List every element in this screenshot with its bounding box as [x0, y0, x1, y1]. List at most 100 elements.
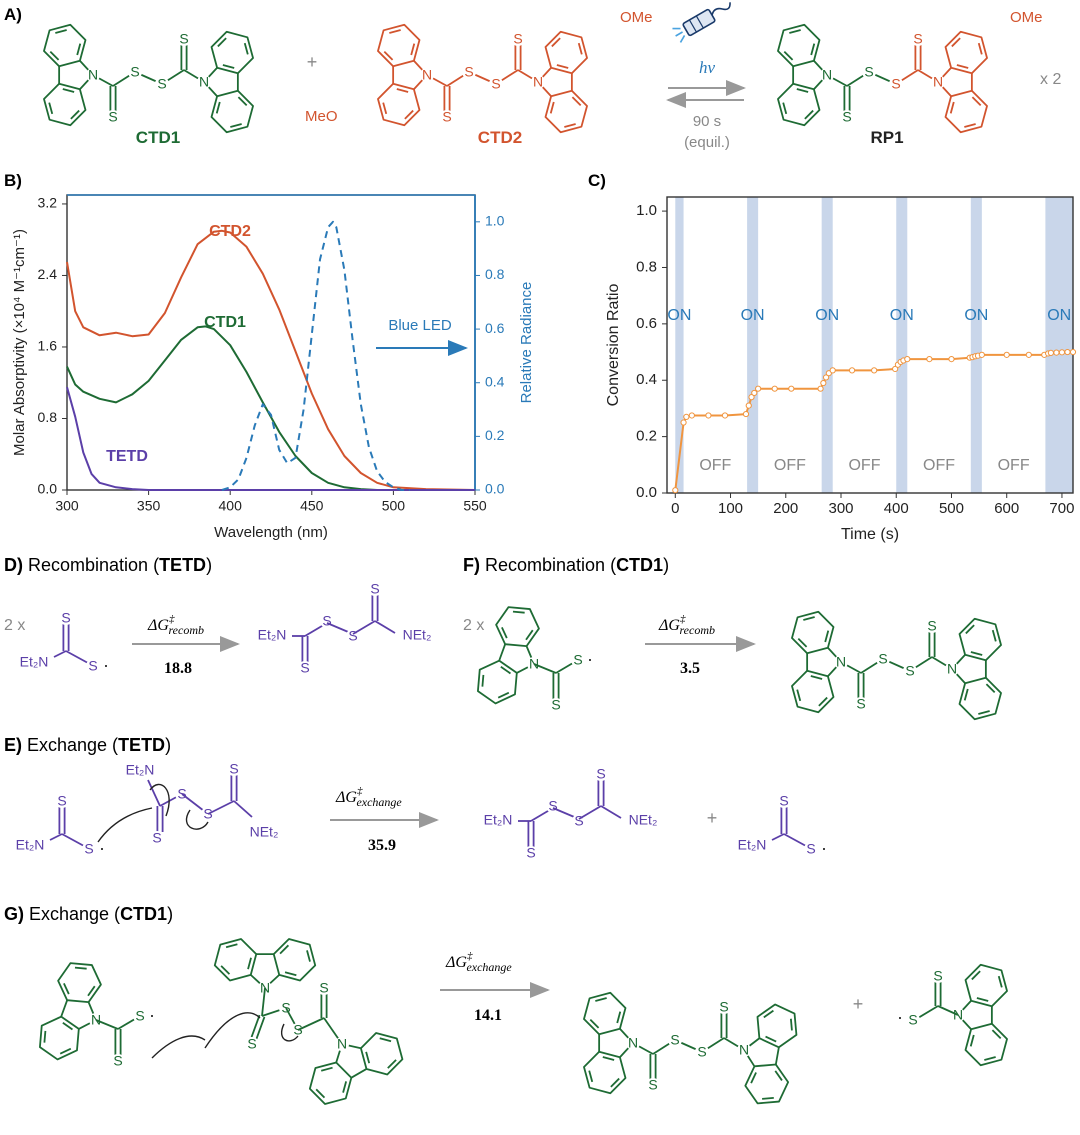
atom-bg — [245, 1037, 259, 1051]
data-point — [745, 402, 752, 409]
sulfur-atom: S — [300, 660, 309, 676]
panel-e-label: E) — [4, 735, 22, 755]
bond — [250, 1014, 261, 1038]
nitrogen-atom: N — [337, 1036, 347, 1052]
double-bond — [247, 957, 252, 970]
on-label: ON — [741, 307, 765, 324]
sulfur-atom: S — [152, 830, 161, 846]
y-tick-label: 0.8 — [636, 258, 657, 275]
series-label-ctd1: CTD1 — [204, 314, 246, 331]
dg-symbol: ΔG — [445, 954, 467, 971]
sulfur-atom: S — [108, 109, 117, 125]
radical-dot: · — [103, 655, 109, 675]
x-tick-label: 400 — [219, 498, 243, 514]
on-band — [1045, 197, 1073, 493]
double-bond — [48, 102, 54, 115]
panel-d: D) Recombination (TETD) 2 x Et₂N S S · Et₂N S S… — [4, 555, 431, 677]
double-bond — [549, 101, 555, 114]
panel-f-title-end: ) — [663, 555, 669, 575]
rp1-label: RP1 — [870, 128, 903, 147]
double-bond — [991, 1029, 1002, 1040]
ring-bond — [583, 991, 627, 1036]
ome-label-rp1: OMe — [1010, 9, 1043, 26]
ring-bond — [774, 1047, 780, 1065]
data-point — [688, 412, 695, 419]
double-bond — [970, 651, 983, 656]
sulfur-atom: S — [548, 798, 557, 814]
on-band — [896, 197, 908, 493]
double-bond — [62, 1022, 73, 1031]
y-tick-label: 0.8 — [38, 409, 58, 425]
double-bond — [810, 675, 823, 680]
data-point — [817, 385, 824, 392]
data-point — [705, 412, 712, 419]
bond — [352, 620, 376, 635]
double-bond — [220, 965, 231, 975]
double-bond — [956, 64, 969, 69]
et2n-group: Et₂N — [484, 812, 513, 828]
ring-bond — [495, 606, 540, 648]
et2n-group: Et₂N — [258, 627, 287, 643]
ring-bond — [39, 1015, 80, 1061]
radical-dot: · — [149, 1005, 155, 1025]
double-bond — [62, 88, 75, 93]
ring-bond — [477, 659, 518, 705]
ring-bond — [377, 82, 421, 127]
atom-bg — [911, 32, 925, 46]
double-bond — [976, 997, 989, 1002]
hv-label: hν — [699, 58, 716, 77]
data-point — [1047, 349, 1055, 356]
double-bond — [320, 1066, 333, 1072]
series-led-spectrum — [221, 220, 410, 491]
double-bond — [810, 43, 816, 56]
svg-text:ΔG‡exchange: ΔG‡ exchange — [335, 785, 402, 809]
conversion-chart: 0 100 200 300 400 500 600 700 0.0 0.2 0.4 0.6 0.8 1.0… — [605, 196, 1077, 543]
x-tick-label: 300 — [55, 498, 79, 514]
atom-bg — [571, 653, 585, 667]
sulfur-atom: S — [57, 793, 66, 809]
dg-subscript: recomb — [679, 623, 715, 637]
multiplier: x 2 — [1040, 71, 1061, 88]
ring-bond — [791, 669, 835, 714]
y2-axis-label: Relative Radiance — [518, 282, 535, 404]
electron-arrow — [204, 1012, 261, 1049]
double-bond — [951, 37, 961, 48]
double-bond — [215, 101, 221, 114]
atom-bg — [335, 1037, 349, 1051]
y-axis-label: Molar Absorptivity (×10⁴ M⁻¹cm⁻¹) — [11, 229, 28, 456]
double-bond — [589, 1018, 600, 1029]
nitrogen-atom: N — [836, 654, 846, 670]
sulfur-atom: S — [842, 109, 851, 125]
ring-bond — [583, 1050, 627, 1095]
blue-led-annotation: Blue LED — [388, 317, 452, 334]
ring-bond — [57, 962, 102, 1004]
sulfur-atom: S — [891, 76, 900, 92]
off-label: OFF — [699, 457, 731, 474]
nitrogen-atom: N — [260, 980, 270, 996]
sulfur-atom: S — [933, 968, 942, 984]
double-bond — [525, 629, 534, 641]
double-bond — [977, 42, 983, 55]
plus-sign: + — [307, 52, 318, 72]
x-tick-label: 300 — [828, 500, 853, 517]
x-tick-label: 500 — [382, 498, 406, 514]
double-bond — [789, 1018, 793, 1031]
dg-subscript: recomb — [168, 623, 204, 637]
atom-bg — [368, 582, 382, 596]
sulfur-atom: S — [491, 76, 500, 92]
y-tick-label: 1.6 — [38, 338, 58, 354]
double-bond — [965, 624, 975, 635]
double-bond — [824, 630, 830, 643]
panel-g-title: Exchange ( — [29, 904, 120, 924]
on-label: ON — [964, 307, 988, 324]
double-bond — [556, 64, 569, 69]
bond — [783, 833, 807, 847]
sulfur-atom: S — [719, 999, 728, 1015]
data-point — [1053, 349, 1060, 356]
sulfur-atom: S — [464, 64, 473, 80]
double-bond — [765, 1035, 777, 1043]
sulfur-atom: S — [596, 766, 605, 782]
double-bond — [237, 96, 248, 107]
data-point — [742, 410, 750, 418]
bond — [578, 805, 602, 820]
